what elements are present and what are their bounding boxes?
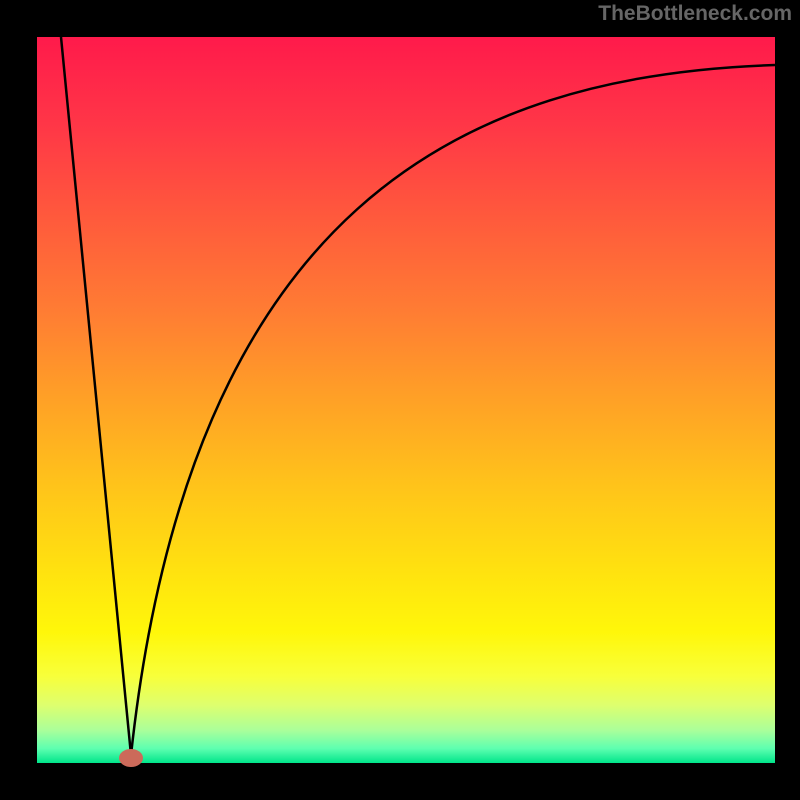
- vertex-marker: [119, 749, 143, 767]
- bottleneck-chart: [0, 0, 800, 800]
- plot-background: [37, 37, 775, 763]
- watermark-text: TheBottleneck.com: [598, 2, 792, 26]
- chart-container: { "watermark": { "text": "TheBottleneck.…: [0, 0, 800, 800]
